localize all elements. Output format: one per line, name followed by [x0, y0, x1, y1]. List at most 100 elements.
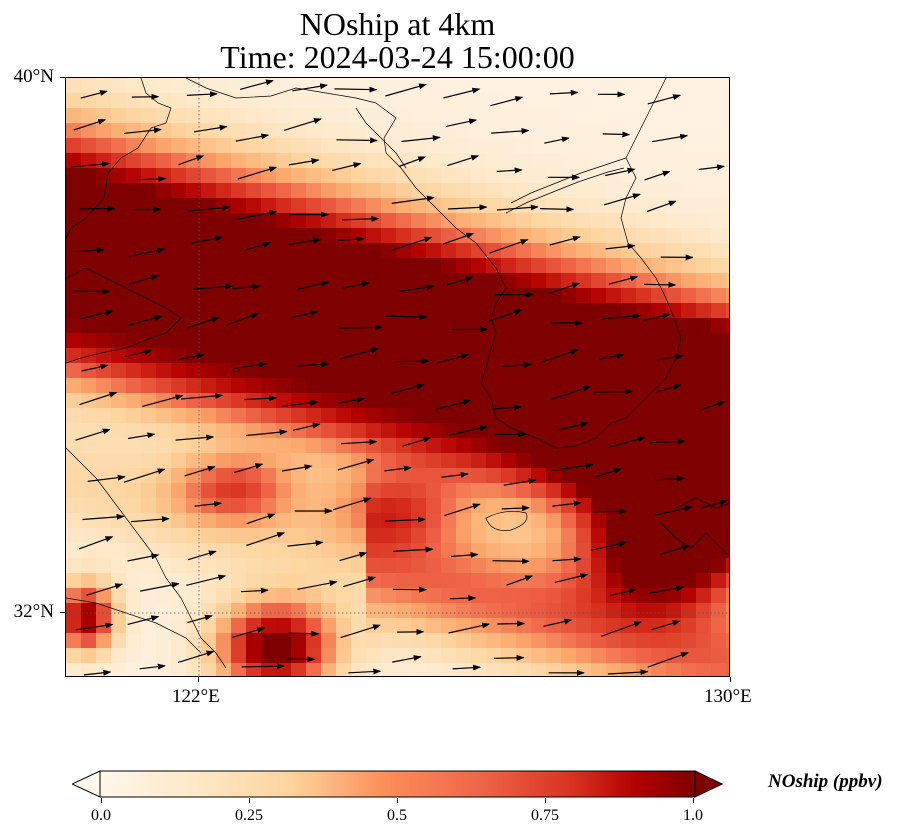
- field-cell: [546, 213, 562, 229]
- field-cell: [726, 258, 729, 274]
- field-cell: [111, 303, 127, 319]
- wind-vector-arrow: [496, 167, 523, 174]
- field-cell: [396, 588, 412, 604]
- field-cell: [606, 543, 622, 559]
- field-cell: [111, 213, 127, 229]
- wind-vector-arrow: [647, 652, 689, 668]
- field-cell: [411, 558, 427, 574]
- field-cell: [261, 498, 277, 514]
- field-cell: [261, 483, 277, 499]
- wind-vector-arrow: [447, 155, 480, 167]
- field-cell: [231, 168, 247, 184]
- field-cell: [186, 603, 202, 619]
- field-cell: [441, 138, 457, 154]
- field-cell: [486, 423, 502, 439]
- field-cell: [546, 303, 562, 319]
- field-cell: [141, 453, 157, 469]
- wind-vector-arrow: [649, 438, 686, 445]
- field-cell: [621, 423, 637, 439]
- field-cell: [276, 648, 292, 664]
- field-cell: [321, 603, 337, 619]
- field-cell: [651, 78, 667, 94]
- field-cell: [366, 318, 382, 334]
- field-cell: [156, 153, 172, 169]
- field-cell: [711, 348, 727, 364]
- field-cell: [681, 573, 697, 589]
- field-cell: [111, 543, 127, 559]
- wind-vector-arrow: [188, 204, 231, 212]
- field-cell: [531, 93, 547, 109]
- field-cell: [696, 603, 712, 619]
- field-cell: [171, 633, 187, 649]
- field-cell: [216, 183, 232, 199]
- field-cell: [321, 198, 337, 214]
- field-cell: [546, 543, 562, 559]
- field-cell: [366, 603, 382, 619]
- field-cell: [486, 228, 502, 244]
- field-cell: [66, 213, 82, 229]
- field-cell: [531, 273, 547, 289]
- field-cell: [531, 393, 547, 409]
- field-cell: [591, 528, 607, 544]
- field-cell: [696, 498, 712, 514]
- wind-vector-arrow: [74, 247, 105, 254]
- field-cell: [351, 438, 367, 454]
- field-cell: [606, 588, 622, 604]
- field-cell: [651, 348, 667, 364]
- field-cell: [351, 423, 367, 439]
- field-cell: [141, 243, 157, 259]
- field-cell: [486, 93, 502, 109]
- field-cell: [726, 438, 729, 454]
- field-cell: [456, 663, 472, 676]
- wind-vector-arrow: [552, 556, 582, 563]
- field-cell: [126, 498, 142, 514]
- field-cell: [246, 138, 262, 154]
- field-cell: [516, 393, 532, 409]
- field-cell: [456, 138, 472, 154]
- field-cell: [576, 618, 592, 634]
- field-cell: [351, 318, 367, 334]
- field-cell: [141, 348, 157, 364]
- field-cell: [621, 78, 637, 94]
- field-cell: [621, 228, 637, 244]
- field-cell: [501, 333, 517, 349]
- field-cell: [561, 108, 577, 124]
- field-cell: [66, 588, 82, 604]
- field-cell: [81, 198, 97, 214]
- field-cell: [441, 558, 457, 574]
- field-cell: [216, 423, 232, 439]
- field-cell: [336, 303, 352, 319]
- field-cell: [291, 108, 307, 124]
- field-cell: [666, 483, 682, 499]
- field-cell: [66, 243, 82, 259]
- field-cell: [681, 498, 697, 514]
- wind-vector-arrow: [447, 204, 488, 211]
- field-cell: [66, 573, 82, 589]
- field-cell: [66, 513, 82, 529]
- field-cell: [246, 333, 262, 349]
- field-cell: [696, 573, 712, 589]
- field-cell: [441, 348, 457, 364]
- field-cell: [471, 363, 487, 379]
- field-cell: [141, 168, 157, 184]
- field-cell: [561, 528, 577, 544]
- field-cell: [186, 663, 202, 676]
- field-cell: [321, 483, 337, 499]
- field-cell: [621, 603, 637, 619]
- field-cell: [171, 108, 187, 124]
- field-cell: [501, 408, 517, 424]
- field-cell: [681, 288, 697, 304]
- field-cell: [666, 303, 682, 319]
- field-cell: [231, 588, 247, 604]
- field-cell: [246, 288, 262, 304]
- field-cell: [516, 438, 532, 454]
- field-cell: [501, 198, 517, 214]
- field-cell: [561, 543, 577, 559]
- field-cell: [651, 108, 667, 124]
- field-cell: [111, 483, 127, 499]
- field-cell: [216, 288, 232, 304]
- wind-vector-arrow: [348, 668, 382, 675]
- field-cell: [111, 138, 127, 154]
- field-cell: [651, 453, 667, 469]
- field-cell: [216, 528, 232, 544]
